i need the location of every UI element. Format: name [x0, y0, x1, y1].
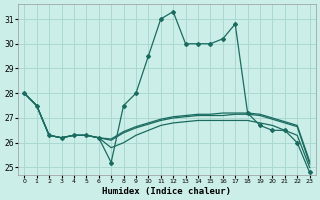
X-axis label: Humidex (Indice chaleur): Humidex (Indice chaleur)	[102, 187, 231, 196]
